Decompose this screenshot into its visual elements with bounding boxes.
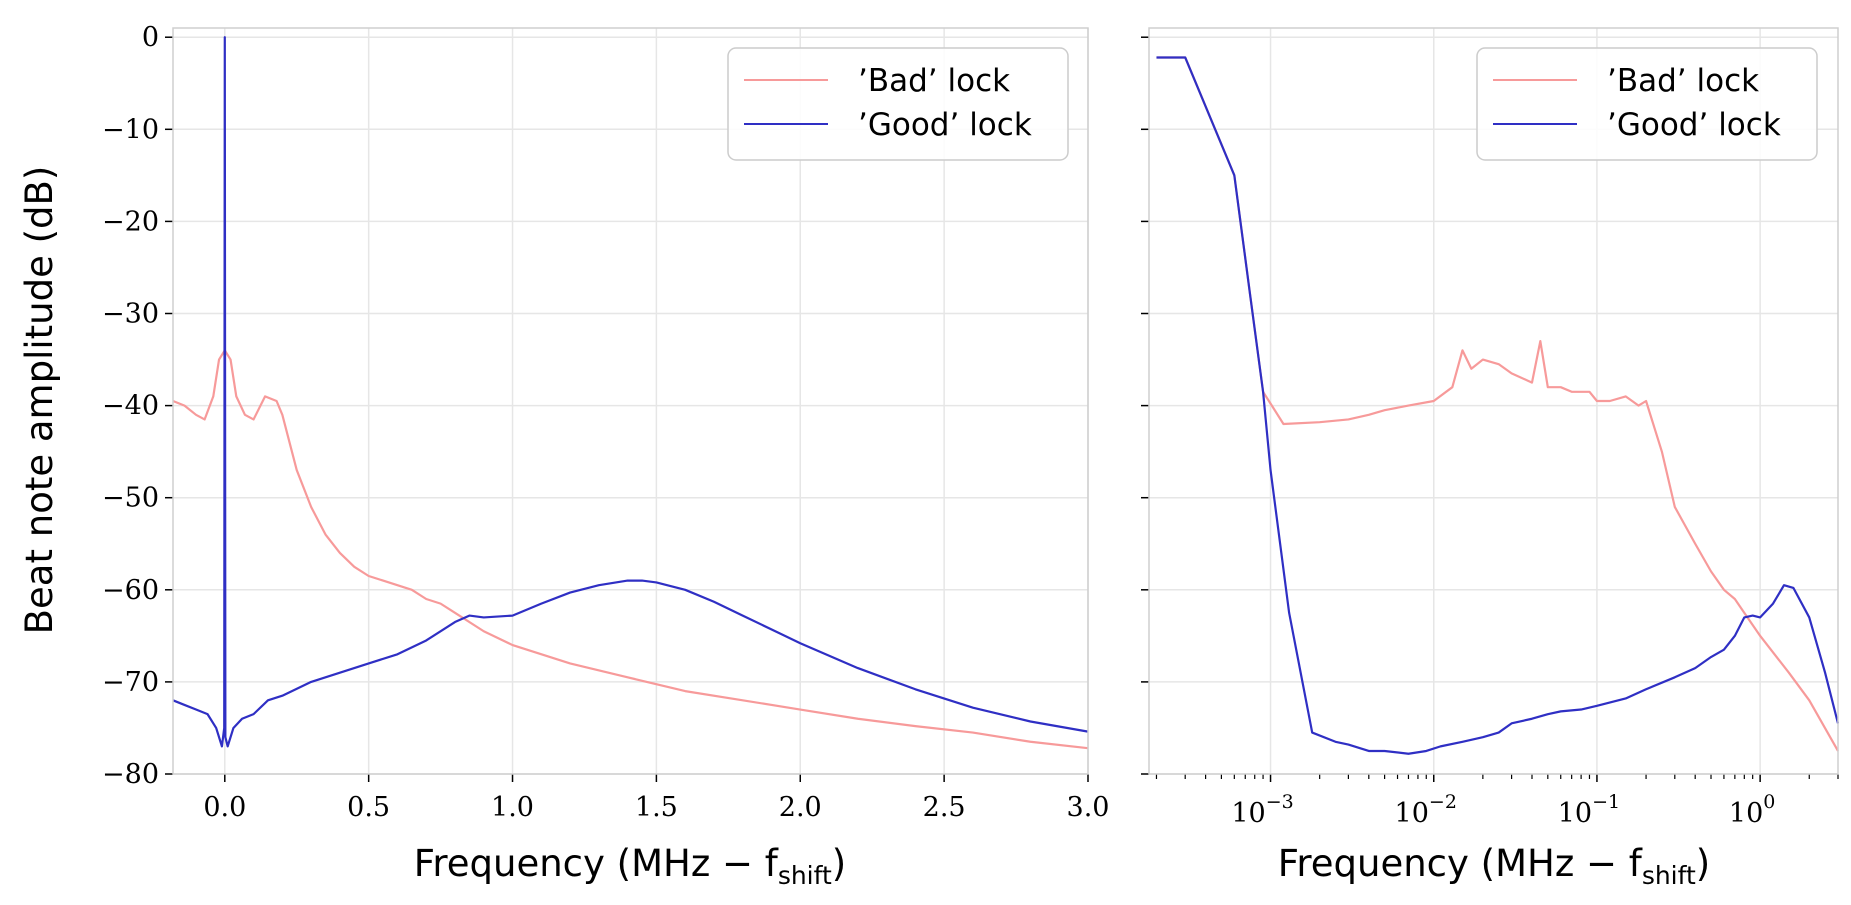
left-series-bad <box>172 349 1089 750</box>
left-chart-panel: 0 −10 −20 −30 −40 −50 −60 −70 −80 0.0 0.5 1.0 1.5 2.0… <box>102 22 1109 823</box>
right-xtick-label-base: 10 <box>1395 798 1429 829</box>
right-xtick-label: 10−2 <box>1395 791 1457 829</box>
right-axes-frame <box>1148 27 1839 775</box>
right-xtick-label-exponent: −3 <box>1266 791 1294 813</box>
left-grid <box>173 28 1089 775</box>
right-x-axis-label-subscript: shift <box>1642 861 1696 890</box>
right-xtick-label: 100 <box>1729 791 1775 829</box>
right-xtick-label-exponent: −2 <box>1429 791 1457 813</box>
left-ytick-label: −10 <box>102 114 159 145</box>
left-legend-box <box>727 47 1069 161</box>
y-axis-label: Beat note amplitude (dB) <box>18 166 61 635</box>
left-xtick-label: 3.0 <box>1067 792 1110 823</box>
left-ytick-label: −50 <box>102 483 159 514</box>
right-x-axis-label-close: ) <box>1696 842 1710 885</box>
left-x-axis-label-subscript: shift <box>778 861 832 890</box>
right-x-axis-label-main: Frequency (MHz − f <box>1278 842 1643 885</box>
left-ytick-label: −30 <box>102 299 159 330</box>
left-x-axis-label: Frequency (MHz − fshift) <box>414 842 846 890</box>
right-xtick-label-base: 10 <box>1729 798 1763 829</box>
right-legend-box <box>1476 47 1818 161</box>
right-x-axis-label: Frequency (MHz − fshift) <box>1278 842 1710 890</box>
left-ytick-label: −60 <box>102 575 159 606</box>
left-xtick-label: 2.5 <box>923 792 966 823</box>
right-ticks: 10−3 10−2 10−1 100 <box>1141 36 1839 829</box>
right-xtick-label-base: 10 <box>1231 798 1265 829</box>
left-ytick-label: −40 <box>102 391 159 422</box>
left-legend: ’Bad’ lock ’Good’ lock <box>727 47 1069 161</box>
left-xtick-label: 0.5 <box>347 792 390 823</box>
left-xtick-label: 1.5 <box>635 792 678 823</box>
left-ytick-label: −20 <box>102 206 159 237</box>
right-xtick-label: 10−1 <box>1558 791 1620 829</box>
left-ytick-label: −70 <box>102 667 159 698</box>
left-ticks: 0 −10 −20 −30 −40 −50 −60 −70 −80 0.0 0.5 1.0 1.5 2.0… <box>102 22 1109 823</box>
left-x-axis-label-main: Frequency (MHz − f <box>414 842 779 885</box>
left-xtick-label: 1.0 <box>491 792 534 823</box>
right-xtick-label-base: 10 <box>1558 798 1592 829</box>
right-xtick-label: 10−3 <box>1231 791 1293 829</box>
left-xtick-label: 2.0 <box>779 792 822 823</box>
left-ytick-label: −80 <box>102 759 159 790</box>
left-legend-good-label: ’Good’ lock <box>858 107 1032 143</box>
right-series <box>1156 56 1840 755</box>
left-xtick-label: 0.0 <box>203 792 246 823</box>
left-ytick-label: 0 <box>142 22 159 53</box>
right-legend: ’Bad’ lock ’Good’ lock <box>1476 47 1818 161</box>
left-legend-bad-label: ’Bad’ lock <box>858 63 1010 99</box>
left-axes-frame <box>172 27 1089 775</box>
right-series-bad <box>1156 56 1839 752</box>
right-legend-bad-label: ’Bad’ lock <box>1607 63 1759 99</box>
right-legend-good-label: ’Good’ lock <box>1607 107 1781 143</box>
right-series-good <box>1156 56 1840 755</box>
left-series <box>172 36 1089 750</box>
right-xtick-label-exponent: −1 <box>1592 791 1620 813</box>
right-xtick-label-exponent: 0 <box>1763 791 1775 813</box>
left-x-axis-label-close: ) <box>832 842 846 885</box>
left-series-good <box>172 36 1089 748</box>
